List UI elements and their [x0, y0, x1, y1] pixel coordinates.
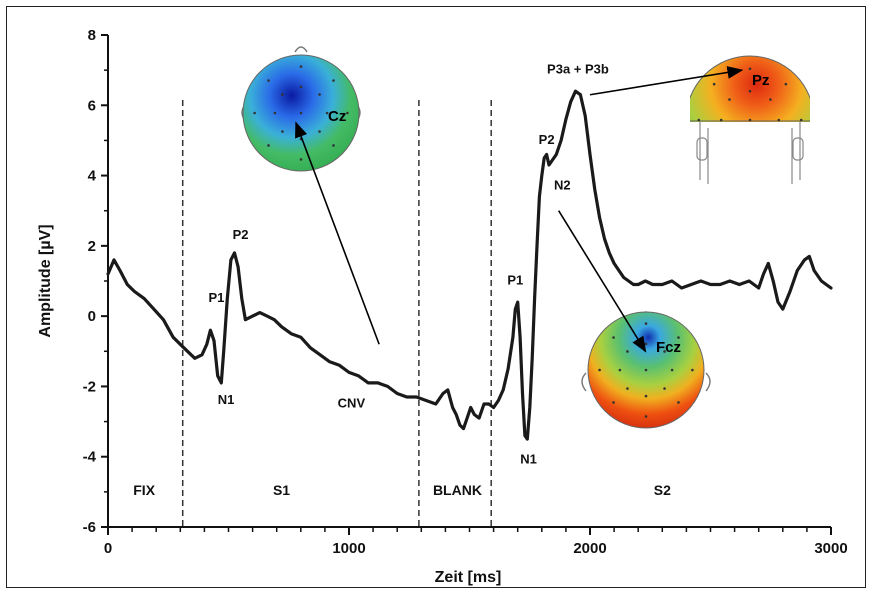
- arrow: [295, 121, 380, 345]
- phase-lines: [181, 100, 492, 527]
- electrode-dot: [598, 368, 601, 372]
- electrode-dot: [253, 111, 256, 115]
- electrode-dot: [748, 89, 752, 93]
- electrode-dot: [267, 144, 270, 147]
- electrode-dot: [281, 130, 284, 133]
- electrode-dot: [318, 130, 321, 133]
- y-tick-label: -2: [83, 378, 96, 395]
- phase-label: BLANK: [433, 482, 482, 498]
- x-axis-title: Zeit [ms]: [435, 569, 502, 586]
- electrode-dot: [769, 98, 772, 101]
- electrode-dot: [626, 350, 629, 353]
- electrode-dot: [670, 368, 674, 372]
- electrode-label-cz: Cz: [328, 108, 346, 125]
- electrode-dot: [346, 111, 349, 115]
- electrode-dot: [332, 144, 335, 147]
- x-ticks: 0 1000 2000 3000: [104, 527, 848, 557]
- y-tick-label: 6: [88, 97, 96, 114]
- electrode-label-pz: Pz: [752, 72, 770, 89]
- erp-waveform-line: [106, 89, 833, 441]
- electrode-dot: [299, 85, 303, 89]
- electrode-dot: [267, 79, 270, 82]
- electrode-dot: [663, 350, 666, 353]
- y-tick-label: 2: [88, 238, 96, 255]
- y-axis-title: Amplitude [µV]: [37, 224, 54, 337]
- electrode-dot: [748, 67, 752, 71]
- phase-labels: FIX S1 BLANK S2: [133, 482, 671, 498]
- electrode-dot: [612, 401, 615, 404]
- component-label: N1: [520, 452, 537, 467]
- electrode-dot: [644, 322, 648, 325]
- y-ticks: 8 6 4 2 0 -2 -4 -6: [83, 27, 108, 536]
- component-labels: P1 N1 P2 CNV P1 N1 P2 N2 P3a + P3b: [208, 62, 608, 467]
- component-label: N2: [554, 178, 571, 193]
- electrode-dot: [712, 82, 716, 86]
- y-tick-label: 8: [88, 27, 96, 44]
- y-tick-label: 0: [88, 308, 96, 325]
- electrode-dot: [677, 401, 680, 404]
- phase-label: FIX: [133, 482, 155, 498]
- component-label: CNV: [338, 396, 366, 411]
- component-label: P1: [208, 290, 224, 305]
- phase-label: S1: [273, 482, 290, 498]
- component-label: N1: [218, 392, 235, 407]
- electrode-dot: [777, 118, 781, 122]
- component-label: P1: [507, 273, 523, 288]
- electrode-dot: [299, 158, 303, 161]
- y-tick-label: 4: [88, 168, 97, 185]
- component-label: P2: [233, 227, 249, 242]
- electrode-dot: [719, 118, 723, 122]
- electrode-dot: [663, 387, 666, 390]
- electrode-dot: [644, 415, 648, 418]
- x-tick-label: 0: [104, 540, 112, 557]
- phase-label: S2: [654, 482, 671, 498]
- electrode-dot: [691, 368, 694, 372]
- electrode-dot: [728, 98, 731, 101]
- electrode-dot: [612, 336, 615, 339]
- electrode-dot: [332, 79, 335, 82]
- electrode-dot: [748, 118, 752, 122]
- electrode-dot: [644, 368, 648, 372]
- y-tick-label: -4: [83, 449, 97, 466]
- electrode-dot: [325, 111, 329, 115]
- electrode-dot: [644, 342, 648, 346]
- x-tick-label: 1000: [332, 540, 365, 557]
- electrode-dot: [799, 118, 803, 122]
- y-tick-label: -6: [83, 519, 96, 536]
- electrode-dot: [626, 387, 629, 390]
- topomap-arrows: [295, 66, 744, 353]
- electrode-dot: [281, 93, 284, 96]
- electrode-dot: [618, 368, 622, 372]
- x-tick-label: 3000: [814, 540, 847, 557]
- electrode-dot: [644, 394, 648, 398]
- component-label: P3a + P3b: [547, 62, 609, 77]
- arrow: [589, 66, 744, 96]
- component-label: P2: [539, 132, 555, 147]
- electrode-label-fcz: Fcz: [656, 339, 681, 356]
- arrow: [557, 210, 647, 353]
- electrode-dot: [697, 118, 701, 122]
- electrode-dot: [784, 82, 788, 86]
- x-tick-label: 2000: [573, 540, 606, 557]
- electrode-dot: [677, 336, 680, 339]
- electrode-dot: [299, 111, 303, 115]
- electrode-dot: [273, 111, 277, 115]
- electrode-dot: [318, 93, 321, 96]
- electrode-dot: [299, 65, 303, 68]
